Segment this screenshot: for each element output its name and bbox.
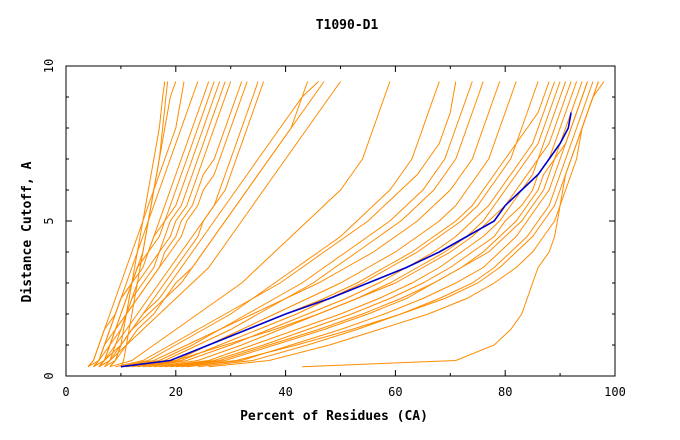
model-curve-23 [131, 81, 484, 368]
model-curve-32 [164, 81, 578, 368]
highlight-curve [120, 112, 572, 368]
model-curve-12 [87, 81, 248, 368]
model-curve-6 [93, 81, 210, 368]
model-curve-18 [98, 81, 341, 368]
y-axis-label: Distance Cutoff, A [20, 161, 35, 302]
x-tick-label-2: 40 [278, 385, 292, 399]
x-tick-label-1: 20 [169, 385, 183, 399]
model-curve-8 [87, 81, 221, 368]
y-tick-label-1: 5 [42, 217, 56, 224]
model-curve-24 [120, 81, 501, 368]
x-tick-label-0: 0 [62, 385, 69, 399]
model-curve-4 [93, 81, 199, 368]
model-curve-5 [87, 81, 185, 368]
chart-title: T1090-D1 [316, 18, 379, 33]
y-tick-label-0: 0 [42, 372, 56, 379]
model-curve-11 [98, 81, 243, 368]
model-curve-39 [302, 81, 605, 368]
x-tick-label-5: 100 [604, 385, 626, 399]
model-curve-38 [208, 81, 599, 368]
model-curve-22 [126, 81, 473, 368]
x-tick-label-4: 80 [498, 385, 512, 399]
model-curve-25 [137, 81, 517, 368]
model-curve-28 [148, 81, 556, 368]
x-tick-label-3: 60 [388, 385, 402, 399]
model-curve-17 [93, 81, 309, 368]
x-axis-ticks: 0 20 40 60 80 100 [62, 66, 626, 399]
model-curve-1 [120, 81, 169, 367]
model-curve-14 [93, 81, 265, 368]
model-curve-30 [126, 81, 567, 368]
y-tick-label-2: 10 [42, 59, 56, 73]
model-curve-36 [197, 81, 594, 368]
model-curve-19 [109, 81, 391, 368]
model-curve-15 [98, 81, 319, 368]
model-curve-7 [98, 81, 215, 368]
model-curve-31 [159, 81, 572, 368]
minor-ticks [66, 66, 615, 376]
model-curve-35 [186, 81, 588, 368]
x-axis-label: Percent of Residues (CA) [240, 409, 428, 424]
highlight-curve-group [120, 112, 572, 368]
model-curve-20 [120, 81, 440, 368]
model-curve-33 [175, 81, 583, 368]
y-axis-ticks: 0 5 10 [42, 59, 615, 380]
model-curve-21 [115, 81, 457, 368]
model-curve-26 [142, 81, 539, 368]
model-curve-29 [153, 81, 561, 368]
model-curve-2 [109, 81, 166, 368]
model-curves [87, 81, 605, 368]
